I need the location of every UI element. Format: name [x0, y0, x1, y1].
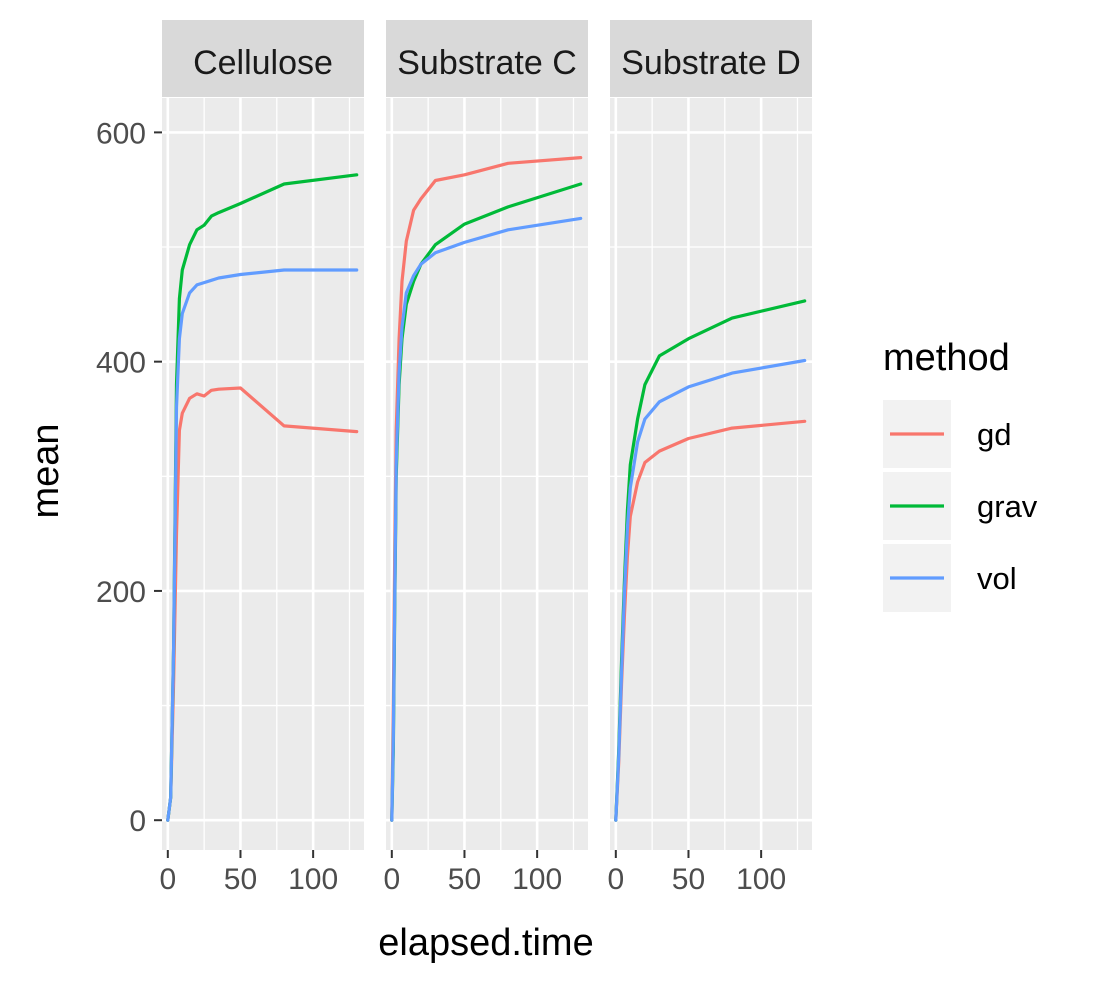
series-line-vol — [390, 216, 583, 822]
y-axis-title: mean — [25, 423, 67, 518]
y-tick-label: 400 — [96, 347, 146, 380]
x-tick-label: 50 — [448, 863, 481, 896]
x-tick-label: 0 — [383, 863, 400, 896]
x-tick-label: 0 — [607, 863, 624, 896]
y-axis: 0 200 400 600 — [96, 117, 162, 838]
facet-strip — [610, 20, 812, 97]
x-tick-label: 100 — [512, 863, 562, 896]
y-tick-label: 0 — [129, 805, 146, 838]
panel-2: Substrate C 0 50 100 — [383, 20, 588, 896]
legend-label: gd — [977, 417, 1011, 452]
facet-label: Cellulose — [193, 44, 333, 82]
legend-label: vol — [977, 561, 1017, 596]
panel-background — [386, 98, 588, 850]
legend-entry-vol: vol — [883, 544, 1017, 612]
x-tick-label: 50 — [672, 863, 705, 896]
series-line-vol — [166, 268, 359, 822]
x-tick-label: 50 — [224, 863, 257, 896]
panel-1: Cellulose 0 50 100 — [159, 20, 364, 896]
facet-label: Substrate C — [397, 44, 577, 82]
x-tick-label: 100 — [288, 863, 338, 896]
legend-label: grav — [977, 489, 1038, 524]
panel-background — [162, 98, 364, 850]
legend: method gd grav vol — [883, 337, 1038, 612]
x-axis-title: elapsed.time — [378, 922, 593, 964]
x-tick-label: 100 — [736, 863, 786, 896]
legend-title: method — [883, 337, 1010, 379]
facet-label: Substrate D — [621, 44, 801, 82]
x-tick-label: 0 — [159, 863, 176, 896]
facet-strip — [386, 20, 588, 97]
panel-3: Substrate D 0 50 100 — [607, 20, 812, 896]
legend-entry-grav: grav — [883, 472, 1038, 540]
y-tick-label: 600 — [96, 117, 146, 150]
y-tick-label: 200 — [96, 576, 146, 609]
facet-strip — [162, 20, 364, 97]
series-line-vol — [614, 358, 807, 822]
legend-entry-gd: gd — [883, 400, 1011, 468]
panel-background — [610, 98, 812, 850]
